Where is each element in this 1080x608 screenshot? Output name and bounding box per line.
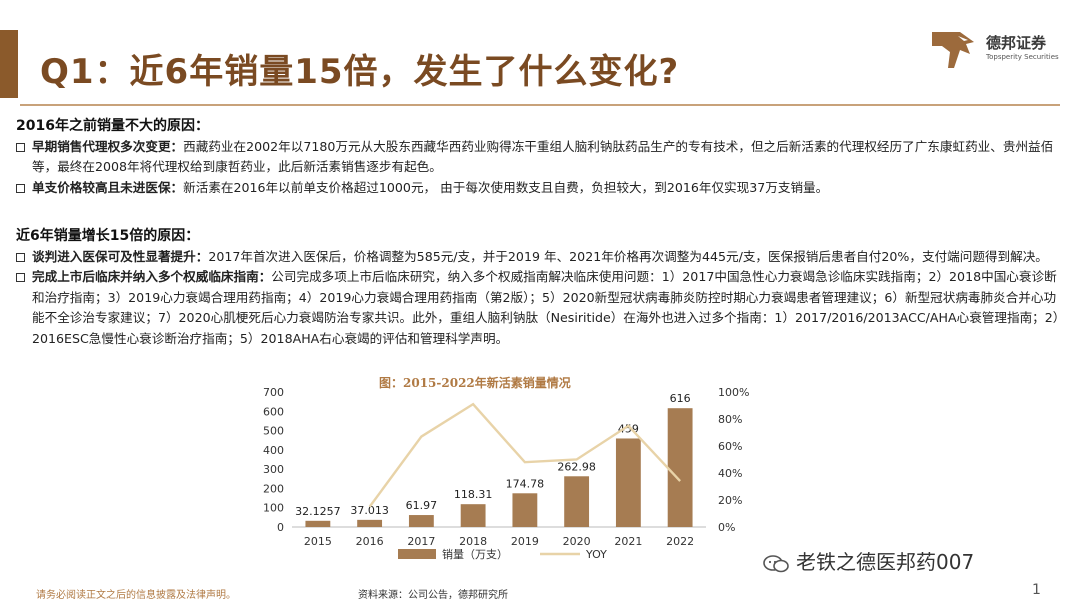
section-before-2016: 2016年之前销量不大的原因： 早期销售代理权多次变更：西藏药业在2002年以7… (16, 116, 1060, 198)
legend-label: 销量（万支） (442, 547, 508, 561)
watermark-text: 老铁之德医邦药007 (796, 550, 975, 574)
data-label: 61.97 (406, 499, 438, 512)
x-tick-label: 2015 (304, 535, 332, 548)
x-tick-label: 2019 (511, 535, 539, 548)
bullet-high-price: 单支价格较高且未进医保：新活素在2016年以前单支价格超过1000元， 由于每次… (16, 178, 1060, 199)
bullet-agency-changes: 早期销售代理权多次变更：西藏药业在2002年以7180万元从大股东西藏华西药业购… (16, 137, 1060, 178)
data-label: 174.78 (506, 477, 545, 490)
bar (357, 519, 383, 527)
y-tick-label: 200 (263, 482, 284, 495)
source-note: 资料来源：公司公告，德邦研究所 (358, 590, 508, 601)
data-label: 32.1257 (295, 505, 341, 518)
x-tick-label: 2021 (614, 535, 642, 548)
bullet-clinical-guidelines: 完成上市后临床并纳入多个权威临床指南：公司完成多项上市后临床研究，纳入多个权威指… (16, 267, 1060, 349)
y2-tick-label: 80% (718, 413, 742, 426)
y-tick-label: 400 (263, 444, 284, 457)
section-heading: 近6年销量增长15倍的原因： (16, 228, 200, 244)
wechat-watermark: 老铁之德医邦药007 (762, 546, 974, 575)
bullet-key: 完成上市后临床并纳入多个权威临床指南： (32, 269, 272, 284)
disclaimer: 请务必阅读正文之后的信息披露及法律声明。 (36, 590, 236, 601)
title-accent-bar (0, 30, 18, 98)
bullet-key: 单支价格较高且未进医保： (32, 179, 184, 195)
wechat-icon (763, 554, 789, 572)
y-tick-label: 0 (277, 521, 284, 534)
x-tick-label: 2017 (407, 535, 435, 548)
y2-tick-label: 100% (718, 386, 749, 399)
y2-tick-label: 0% (718, 521, 735, 534)
bar (305, 520, 331, 527)
bullet-key: 早期销售代理权多次变更： (32, 138, 184, 154)
yoy-line (368, 402, 682, 508)
logo-text-cn: 德邦证券 (986, 34, 1047, 52)
y-tick-label: 700 (263, 386, 284, 399)
bar (564, 476, 590, 527)
legend-swatch-bar (398, 549, 436, 559)
x-tick-label: 2016 (356, 535, 384, 548)
y2-tick-label: 20% (718, 494, 742, 507)
bullet-text: 公司完成多项上市后临床研究，纳入多个权威指南解决临床使用问题：1）2017中国急… (32, 269, 1060, 346)
bullet-text: 西藏药业在2002年以7180万元从大股东西藏华西药业购得冻干重组人脑利钠肽药品… (32, 138, 1054, 175)
chart-title: 图：2015-2022年新活素销量情况 (379, 376, 571, 390)
data-label: 118.31 (454, 488, 493, 501)
bar (408, 515, 434, 527)
bullet-text: 新活素在2016年以前单支价格超过1000元， 由于每次使用数支且自费，负担较大… (183, 179, 829, 195)
x-tick-label: 2018 (459, 535, 487, 548)
page-number: 1 (1032, 582, 1041, 598)
bullet-medical-insurance: 谈判进入医保可及性显著提升：2017年首次进入医保后，价格调整为585元/支，并… (16, 247, 1060, 268)
x-tick-label: 2022 (666, 535, 694, 548)
legend-label: YOY (585, 548, 607, 561)
page-title: Q1：近6年销量15倍，发生了什么变化? (40, 52, 680, 92)
bullet-key: 谈判进入医保可及性显著提升： (32, 248, 209, 264)
bullet-text: 2017年首次进入医保后，价格调整为585元/支，并于2019 年、2021年价… (208, 248, 1048, 264)
section-growth-reasons: 近6年销量增长15倍的原因： 谈判进入医保可及性显著提升：2017年首次进入医保… (16, 226, 1060, 349)
y-tick-label: 300 (263, 463, 284, 476)
company-logo: 德邦证券 Topsperity Securities (930, 28, 1060, 72)
title-divider (20, 104, 1060, 106)
y2-tick-label: 40% (718, 467, 742, 480)
logo-text-en: Topsperity Securities (986, 53, 1059, 61)
data-label: 616 (670, 392, 691, 405)
x-tick-label: 2020 (563, 535, 591, 548)
y2-tick-label: 60% (718, 440, 742, 453)
y-tick-label: 500 (263, 425, 284, 438)
logo-mark-icon (930, 28, 976, 70)
bar (667, 408, 693, 527)
y-tick-label: 600 (263, 405, 284, 418)
bar (460, 504, 486, 527)
section-heading: 2016年之前销量不大的原因： (16, 118, 209, 134)
bar (615, 438, 641, 527)
data-label: 37.013 (350, 504, 389, 517)
bar (512, 493, 538, 527)
y-tick-label: 100 (263, 502, 284, 515)
data-label: 262.98 (557, 460, 596, 473)
